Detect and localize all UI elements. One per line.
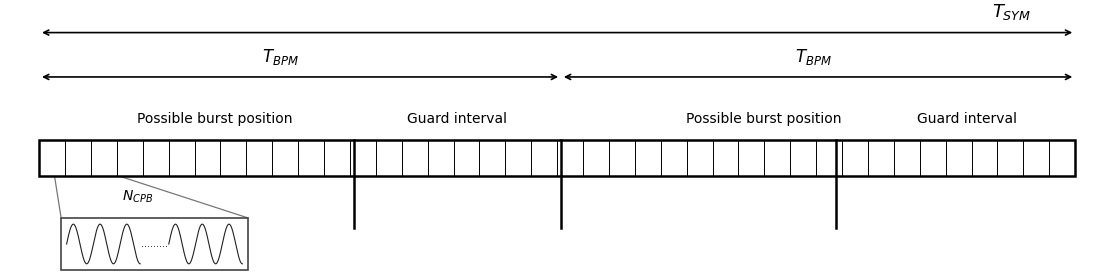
Bar (62, 218, 248, 270)
Text: $T_{BPM}$: $T_{BPM}$ (263, 47, 299, 67)
Text: $T_{BPM}$: $T_{BPM}$ (795, 47, 832, 67)
Text: $N_{CPB}$: $N_{CPB}$ (122, 189, 154, 205)
Text: .........: ......... (141, 239, 168, 249)
Text: Guard interval: Guard interval (917, 112, 1018, 126)
Text: Possible burst position: Possible burst position (138, 112, 293, 126)
Text: Guard interval: Guard interval (407, 112, 507, 126)
Text: Possible burst position: Possible burst position (686, 112, 842, 126)
Bar (40, 140, 1075, 176)
Text: $T_{SYM}$: $T_{SYM}$ (992, 2, 1031, 22)
